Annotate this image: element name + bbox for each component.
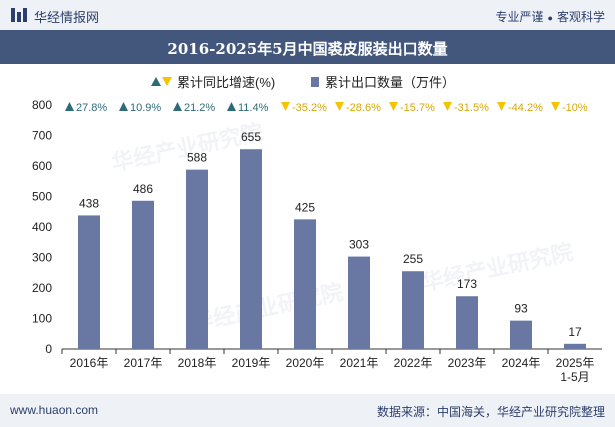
growth-rate-label: -44.2%	[508, 102, 543, 114]
tagline-right: 客观科学	[556, 10, 605, 24]
y-tick-label: 700	[32, 129, 52, 143]
footer-source: 数据来源：中国海关，华经产业研究院整理	[376, 405, 605, 419]
x-tick-label: 2018年	[178, 356, 217, 370]
growth-rate-label: 21.2%	[184, 102, 215, 114]
x-tick-label: 2020年	[286, 356, 325, 370]
x-tick-label: 2024年	[502, 356, 541, 370]
up-triangle-icon	[227, 102, 236, 111]
bar	[564, 343, 586, 349]
bar-value-label: 588	[187, 151, 207, 165]
growth-rate-label: -15.7%	[400, 102, 435, 114]
bar	[78, 215, 100, 349]
x-tick-label: 2019年	[232, 356, 271, 370]
x-tick-label: 2016年	[70, 356, 109, 370]
footer-website[interactable]: www.huaon.com	[10, 403, 99, 417]
bar	[456, 296, 478, 349]
bar-value-label: 173	[457, 277, 477, 291]
x-tick-label: 2023年	[448, 356, 487, 370]
footer-bar: www.huaon.com 数据来源：中国海关，华经产业研究院整理	[0, 394, 615, 427]
bar	[510, 320, 532, 349]
chart-title: 2016-2025年5月中国裘皮服装出口数量	[167, 40, 448, 58]
growth-rate-label: -10%	[562, 102, 588, 114]
legend-label-growth: 累计同比增速(%)	[177, 75, 276, 90]
y-tick-label: 100	[32, 312, 52, 326]
growth-rate-label: -35.2%	[292, 102, 327, 114]
growth-rate-label: -31.5%	[454, 102, 489, 114]
up-triangle-icon	[151, 77, 161, 86]
logo-icon	[11, 8, 27, 22]
up-triangle-icon	[119, 102, 128, 111]
tagline: 专业严谨 ● 客观科学	[496, 8, 605, 25]
down-triangle-icon	[335, 102, 344, 111]
y-tick-label: 800	[32, 98, 52, 112]
x-tick-label: 2021年	[340, 356, 379, 370]
bar-value-label: 425	[295, 200, 315, 214]
top-bar: 华经情报网 专业严谨 ● 客观科学	[0, 0, 615, 30]
tagline-left: 专业严谨	[495, 10, 544, 24]
y-tick-label: 0	[45, 342, 52, 356]
down-triangle-icon	[281, 102, 290, 111]
y-tick-label: 200	[32, 281, 52, 295]
bar-value-label: 17	[568, 325, 582, 339]
bar	[402, 271, 424, 349]
y-tick-label: 500	[32, 190, 52, 204]
x-tick-label: 2022年	[394, 356, 433, 370]
dot-separator-icon: ●	[547, 13, 553, 23]
down-triangle-icon	[443, 102, 452, 111]
down-triangle-icon	[389, 102, 398, 111]
down-triangle-icon	[162, 77, 172, 86]
growth-rate-label: 11.4%	[238, 102, 269, 114]
bar-value-label: 255	[403, 252, 423, 266]
title-bar: 2016-2025年5月中国裘皮服装出口数量	[0, 30, 615, 64]
up-triangle-icon	[65, 102, 74, 111]
growth-rate-label: -28.6%	[346, 102, 381, 114]
y-tick-label: 300	[32, 251, 52, 265]
bar-chart: 0 100 200 300 400 500 600 700 800 438 2016年 27.8% 48…	[32, 98, 602, 384]
down-triangle-icon	[551, 102, 560, 111]
bar-value-label: 486	[133, 182, 153, 196]
legend-label-quantity: 累计出口数量（万件）	[325, 75, 456, 90]
down-triangle-icon	[497, 102, 506, 111]
bar-value-label: 438	[79, 196, 99, 210]
bar-value-label: 655	[241, 130, 261, 144]
up-triangle-icon	[173, 102, 182, 111]
growth-rate-label: 10.9%	[130, 102, 161, 114]
bar	[348, 256, 370, 349]
y-tick-label: 400	[32, 220, 52, 234]
chart-legend: 累计同比增速(%) 累计出口数量（万件）	[0, 72, 615, 92]
x-tick-label: 1-5月	[560, 370, 589, 384]
legend-item-quantity[interactable]: 累计出口数量（万件）	[311, 72, 455, 91]
bar	[240, 149, 262, 349]
bar	[132, 200, 154, 349]
growth-rate-label: 27.8%	[76, 102, 107, 114]
legend-item-growth[interactable]: 累计同比增速(%)	[151, 72, 275, 91]
y-tick-label: 600	[32, 159, 52, 173]
bar	[186, 169, 208, 349]
bar-swatch-icon	[311, 76, 319, 87]
logo-text: 华经情报网	[34, 10, 100, 25]
bar-value-label: 303	[349, 238, 369, 252]
x-tick-label: 2017年	[124, 356, 163, 370]
bar	[294, 219, 316, 349]
x-tick-label: 2025年	[556, 356, 595, 370]
bar-value-label: 93	[514, 302, 528, 316]
